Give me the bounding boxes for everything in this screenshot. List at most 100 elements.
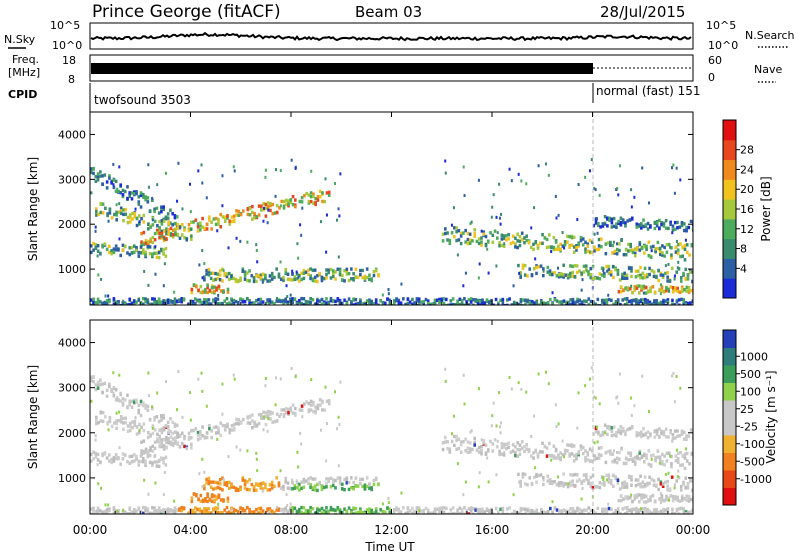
power-cell [589,267,593,271]
power-cell [302,303,306,305]
power-cell [246,297,249,301]
velocity-cell [151,405,154,409]
velocity-cell [261,489,264,493]
velocity-cell [334,478,337,483]
velocity-cell [667,496,670,500]
power-cell [144,197,147,202]
velocity-cell [689,428,693,432]
power-cell [144,238,148,243]
velocity-cell [518,452,522,456]
power-cell [207,269,211,274]
power-cell [654,248,657,253]
velocity-cell [203,486,206,491]
power-cell [135,190,138,194]
velocity-cell [305,400,308,404]
power-cell [180,233,184,237]
power-cell [228,219,232,223]
velocity-cell [225,511,229,514]
velocity-cell [260,415,263,420]
velocity-cell [199,493,203,498]
velocity-cell [517,381,520,385]
velocity-cell [489,439,492,444]
colorbar-swatch [723,159,736,180]
velocity-cell [325,399,329,404]
power-cell [685,289,689,293]
velocity-cell [192,428,195,433]
power-cell [132,299,136,303]
velocity-cell [233,377,236,381]
velocity-cell [279,508,283,513]
velocity-cell [144,459,147,463]
velocity-cell [200,509,204,514]
power-cell [221,215,225,219]
velocity-cell [637,511,640,514]
power-cell [465,300,468,304]
power-cell [487,300,491,305]
power-cell [650,268,654,273]
power-cell [92,297,95,301]
power-cell [690,243,693,247]
velocity-cell [115,419,118,423]
colorbar-tick-label: -1000 [740,473,772,486]
velocity-cell [451,506,455,510]
power-cell [275,267,279,271]
velocity-cell [149,448,152,452]
power-cell [180,296,184,301]
velocity-cell [636,478,640,482]
velocity-cell [611,452,614,456]
velocity-cell [130,399,134,404]
velocity-cell [327,479,331,484]
power-cell [450,231,454,235]
velocity-cell [225,505,229,510]
power-cell [569,302,572,305]
velocity-cell [682,482,685,486]
power-cell [653,221,657,225]
power-cell [455,230,458,234]
velocity-cell [304,479,308,483]
velocity-cell [506,512,509,514]
velocity-cell [108,508,111,513]
velocity-cell [438,509,441,513]
velocity-cell [458,506,462,510]
power-cell [261,272,265,277]
power-cell [640,246,644,251]
power-cell [237,209,241,214]
velocity-cell [307,512,310,514]
power-cell [94,179,98,184]
power-cell [194,301,197,305]
power-cell [189,237,193,241]
power-cell [548,272,552,277]
velocity-cell [617,401,620,405]
velocity-cell [538,450,542,454]
power-cell [560,272,563,276]
velocity-cell [270,480,274,485]
velocity-cell [682,508,686,513]
velocity-cell [180,509,184,513]
velocity-cell [435,507,439,511]
velocity-cell [468,441,472,445]
velocity-cell [291,403,295,407]
power-cell [121,193,125,197]
power-cell [144,297,147,301]
velocity-cell [496,445,499,449]
power-cell [246,206,250,211]
power-cell [641,298,645,302]
power-cell [216,229,219,233]
power-cell [241,300,245,304]
power-cell [320,275,324,280]
velocity-cell [518,448,522,452]
velocity-cell [589,484,593,489]
power-cell [621,272,624,277]
power-cell [463,194,466,198]
velocity-cell [411,506,414,511]
velocity-cell [546,479,550,483]
velocity-cell [151,406,154,411]
cpid-panel: CPID twofsound 3503 normal (fast) 151 [8,83,700,112]
velocity-cell [659,501,662,505]
power-cell [201,276,204,280]
power-cell [552,247,556,252]
velocity-cell [646,435,650,440]
velocity-cell [203,507,206,511]
velocity-cell [144,403,147,407]
